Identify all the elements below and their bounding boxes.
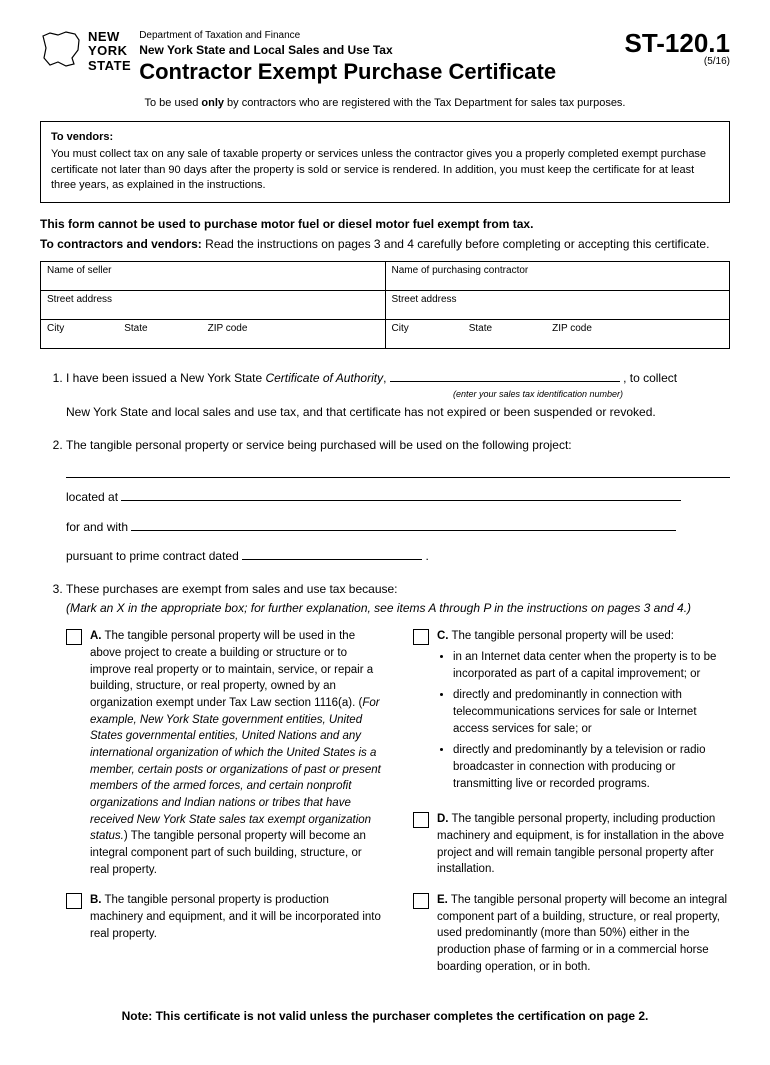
option-a: A. The tangible personal property will b… [66, 628, 383, 878]
option-c-bullet: directly and predominantly in connection… [453, 687, 730, 737]
title-block: Department of Taxation and Finance New Y… [139, 30, 624, 85]
certification-list: I have been issued a New York State Cert… [40, 369, 730, 990]
options-col-left: A. The tangible personal property will b… [66, 628, 383, 989]
intro-text: To be used only by contractors who are r… [40, 97, 730, 109]
option-e: E. The tangible personal property will b… [413, 892, 730, 975]
instructions-warning: To contractors and vendors: Read the ins… [40, 237, 730, 251]
page-title: Contractor Exempt Purchase Certificate [139, 59, 624, 85]
project-line[interactable] [66, 461, 730, 478]
option-d: D. The tangible personal property, inclu… [413, 811, 730, 878]
footer-note: Note: This certificate is not valid unle… [40, 1009, 730, 1023]
checkbox-e[interactable] [413, 893, 429, 909]
vendor-text: You must collect tax on any sale of taxa… [51, 148, 706, 191]
ny-text-line: NEW [88, 30, 131, 44]
cert-item-2: The tangible personal property or servic… [66, 436, 730, 566]
options-grid: A. The tangible personal property will b… [66, 628, 730, 989]
header: NEW YORK STATE Department of Taxation an… [40, 30, 730, 85]
contract-date-field[interactable] [242, 547, 422, 560]
logo-block: NEW YORK STATE [40, 30, 131, 73]
tax-id-hint: (enter your sales tax identification num… [453, 389, 623, 399]
option-c: C. The tangible personal property will b… [413, 628, 730, 797]
checkbox-c[interactable] [413, 629, 429, 645]
option-c-bullet: in an Internet data center when the prop… [453, 649, 730, 682]
cert-item-3: These purchases are exempt from sales an… [66, 580, 730, 989]
ny-text-line: STATE [88, 59, 131, 73]
seller-city-row[interactable]: CityStateZIP code [41, 319, 386, 348]
form-number: ST-120.1 [624, 30, 730, 56]
purchaser-city-row[interactable]: CityStateZIP code [385, 319, 730, 348]
tax-id-field[interactable] [390, 369, 620, 382]
ny-state-icon [40, 30, 82, 68]
option-b: B. The tangible personal property is pro… [66, 892, 383, 942]
ny-text: NEW YORK STATE [88, 30, 131, 73]
checkbox-a[interactable] [66, 629, 82, 645]
vendor-label: To vendors: [51, 130, 719, 145]
options-col-right: C. The tangible personal property will b… [413, 628, 730, 989]
checkbox-b[interactable] [66, 893, 82, 909]
form-number-block: ST-120.1 (5/16) [624, 30, 730, 67]
located-at-field[interactable] [121, 488, 681, 501]
party-table: Name of seller Name of purchasing contra… [40, 261, 730, 349]
fuel-warning: This form cannot be used to purchase mot… [40, 217, 730, 231]
cert-item-1: I have been issued a New York State Cert… [66, 369, 730, 423]
for-with-field[interactable] [131, 518, 676, 531]
dept-line: Department of Taxation and Finance [139, 30, 624, 41]
seller-name-field[interactable]: Name of seller [41, 261, 386, 290]
ny-text-line: YORK [88, 44, 131, 58]
purchaser-name-field[interactable]: Name of purchasing contractor [385, 261, 730, 290]
option-c-bullet: directly and predominantly by a televisi… [453, 742, 730, 792]
tax-line: New York State and Local Sales and Use T… [139, 43, 624, 57]
purchaser-street-field[interactable]: Street address [385, 290, 730, 319]
vendor-notice-box: To vendors: You must collect tax on any … [40, 121, 730, 203]
seller-street-field[interactable]: Street address [41, 290, 386, 319]
checkbox-d[interactable] [413, 812, 429, 828]
form-page: NEW YORK STATE Department of Taxation an… [0, 0, 770, 1065]
